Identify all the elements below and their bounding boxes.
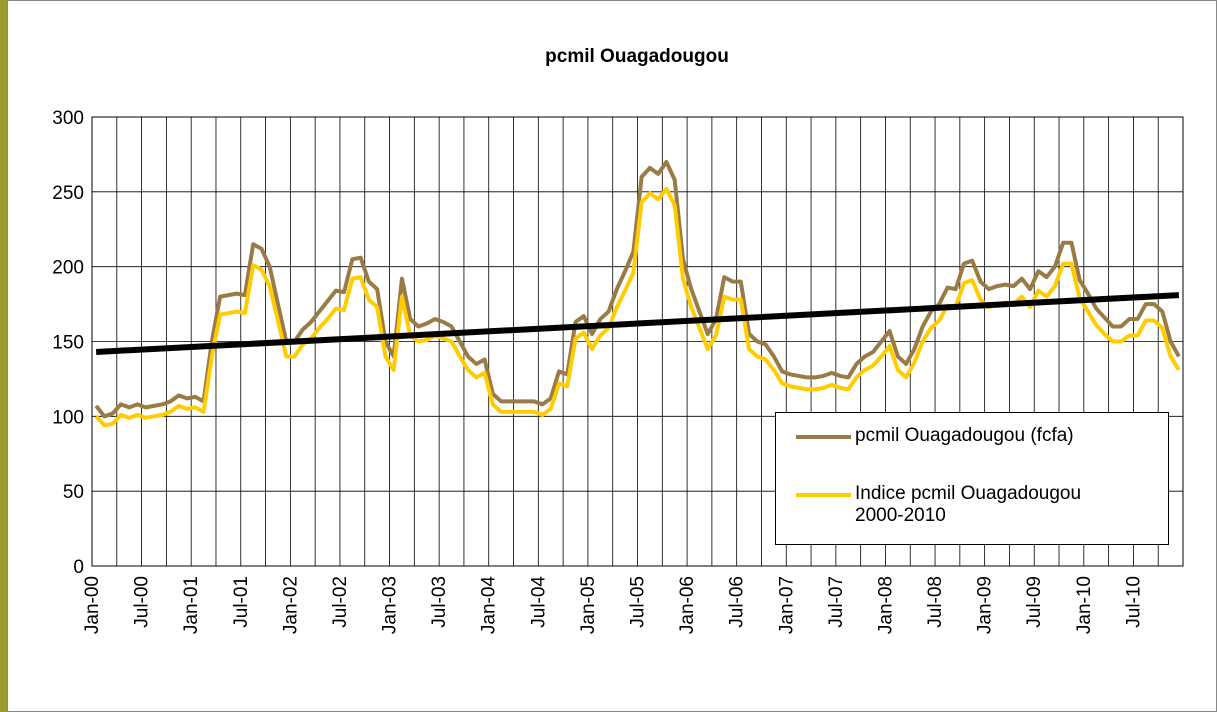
chart-title: pcmil Ouagadougou <box>545 46 729 67</box>
x-tick-label: Jul-01 <box>231 576 252 628</box>
legend-swatch <box>796 435 851 439</box>
x-tick-label: Jan-05 <box>578 576 599 634</box>
y-tick-label: 0 <box>73 557 84 578</box>
x-tick-label: Jul-02 <box>330 576 351 628</box>
x-tick-label: Jul-08 <box>925 576 946 628</box>
side-strip <box>0 0 7 712</box>
x-tick-label: Jul-00 <box>132 576 153 628</box>
y-tick-label: 200 <box>52 258 84 279</box>
x-tick-label: Jul-04 <box>528 576 549 628</box>
x-tick-label: Jan-04 <box>479 576 500 635</box>
trend-line <box>95 292 1180 355</box>
x-tick-label: Jul-10 <box>1123 576 1144 628</box>
x-tick-label: Jan-00 <box>82 576 103 634</box>
x-tick-label: Jan-06 <box>677 576 698 634</box>
x-tick-label: Jul-07 <box>826 576 847 628</box>
legend: pcmil Ouagadougou (fcfa) Indice pcmil Oua… <box>775 412 1169 545</box>
series-line <box>94 159 1181 419</box>
x-tick-label: Jul-05 <box>628 576 649 628</box>
plot-border <box>91 116 1184 567</box>
x-tick-label: Jul-03 <box>429 576 450 628</box>
x-tick-label: Jan-08 <box>875 576 896 634</box>
legend-entry: pcmil Ouagadougou (fcfa) <box>796 425 1115 447</box>
legend-label: Indice pcmil Ouagadougou 2000-2010 <box>855 483 1082 526</box>
x-tick-label: Jul-06 <box>727 576 748 628</box>
y-tick-label: 100 <box>52 407 84 428</box>
x-tick-label: Jan-03 <box>380 576 401 634</box>
y-tick-label: 300 <box>52 108 84 129</box>
x-tick-label: Jan-09 <box>975 576 996 634</box>
x-tick-label: Jan-02 <box>280 576 301 634</box>
x-tick-label: Jul-09 <box>1024 576 1045 628</box>
y-tick-label: 50 <box>63 482 84 503</box>
y-tick-label: 250 <box>52 183 84 204</box>
x-tick-label: Jan-01 <box>181 576 202 634</box>
x-tick-label: Jan-10 <box>1074 576 1095 634</box>
y-tick-label: 150 <box>52 333 84 354</box>
legend-label: pcmil Ouagadougou (fcfa) <box>855 425 1074 446</box>
x-tick-label: Jan-07 <box>776 576 797 634</box>
legend-entry: Indice pcmil Ouagadougou 2000-2010 <box>796 483 1115 527</box>
legend-swatch <box>796 493 851 497</box>
